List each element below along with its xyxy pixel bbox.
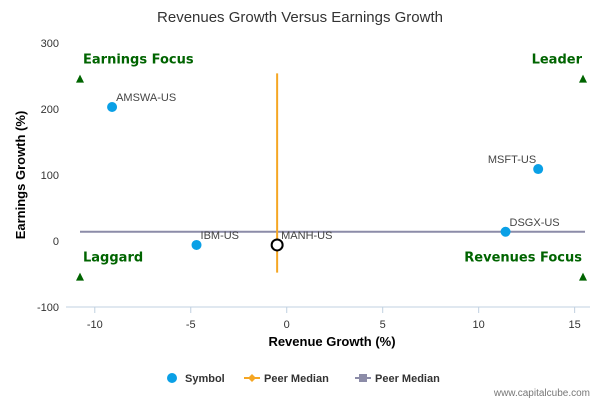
x-tick-label: 15: [569, 319, 581, 331]
quadrant-triangle-icon: [76, 74, 84, 83]
credit-text: www.capitalcube.com: [493, 388, 590, 399]
x-tick-labels: -10 -5 0 5 10 15: [87, 307, 581, 331]
data-point-label: MANH-US: [281, 230, 332, 242]
x-tick-label: 0: [284, 319, 290, 331]
legend: Symbol Peer Median Peer Median: [167, 373, 440, 385]
data-points: AMSWA-US MSFT-US DSGX-US IBM-US MANH-US: [107, 92, 560, 252]
y-tick-label: 0: [53, 236, 59, 248]
y-tick-labels: -100 0 100 200 300: [37, 38, 59, 314]
y-tick-label: -100: [37, 302, 59, 314]
y-tick-label: 300: [41, 38, 59, 50]
quadrant-triangle-icon: [76, 272, 84, 281]
data-point-label: AMSWA-US: [116, 92, 176, 104]
quadrant-triangle-icon: [579, 272, 587, 281]
legend-label: Symbol: [185, 373, 225, 385]
y-tick-label: 200: [41, 104, 59, 116]
data-point: [191, 239, 202, 250]
quadrant-labels: Earnings Focus Leader Laggard Revenues Focu…: [76, 53, 587, 281]
data-point: [107, 102, 118, 113]
quadrant-label: Leader: [532, 53, 583, 68]
x-axis-title: Revenue Growth (%): [268, 334, 395, 349]
x-tick-label: -10: [87, 319, 103, 331]
legend-label: Peer Median: [375, 373, 440, 385]
quadrant-label: Earnings Focus: [83, 53, 194, 68]
quadrant-label: Laggard: [83, 251, 143, 266]
data-point-label: MSFT-US: [488, 154, 536, 166]
quadrant-triangle-icon: [579, 74, 587, 83]
legend-square-icon: [359, 374, 367, 382]
data-point-highlight: [270, 238, 284, 252]
legend-diamond-icon: [248, 374, 256, 382]
data-point: [500, 226, 511, 237]
chart-title: Revenues Growth Versus Earnings Growth: [157, 9, 443, 26]
y-axis-title: Earnings Growth (%): [13, 111, 28, 240]
data-point-label: IBM-US: [201, 230, 240, 242]
data-point: [533, 164, 544, 175]
x-tick-label: 10: [473, 319, 485, 331]
y-tick-label: 100: [41, 170, 59, 182]
data-point-label: DSGX-US: [510, 217, 560, 229]
x-tick-label: 5: [380, 319, 386, 331]
quadrant-label: Revenues Focus: [464, 251, 582, 266]
legend-label: Peer Median: [264, 373, 329, 385]
x-tick-label: -5: [186, 319, 196, 331]
legend-symbol-marker: [167, 373, 177, 383]
